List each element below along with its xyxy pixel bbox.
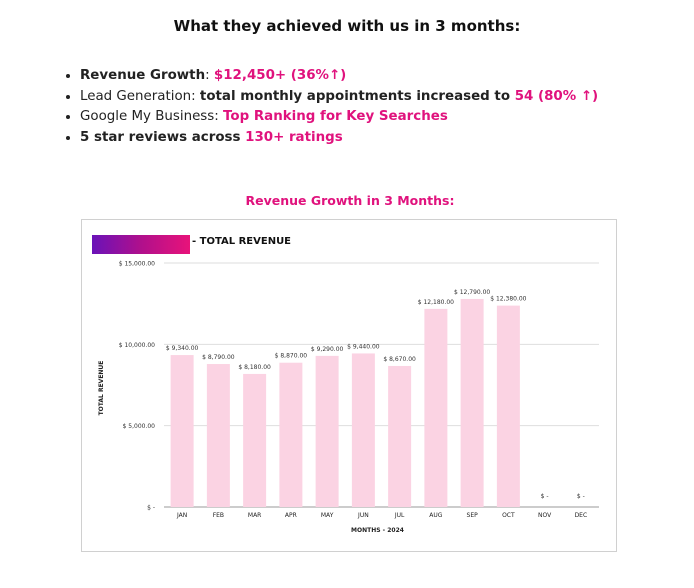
highlight-label: Google My Business (80, 109, 215, 124)
highlight-label: Revenue Growth (80, 68, 206, 83)
highlight-value: Top Ranking for Key Searches (223, 109, 448, 124)
y-axis-title: TOTAL REVENUE (98, 361, 105, 416)
highlight-revenue-growth: Revenue Growth: $12,450+ (36%↑) (80, 66, 598, 87)
data-label: $ 8,180.00 (238, 364, 271, 371)
x-axis-title: MONTHS - 2024 (351, 527, 404, 534)
data-label: $ 12,790.00 (454, 289, 490, 296)
bar (315, 355, 339, 507)
chart-frame (81, 219, 617, 552)
highlight-value: $12,450+ (36%↑) (213, 68, 347, 83)
bar (279, 362, 303, 507)
highlights-list: Revenue Growth: $12,450+ (36%↑) Lead Gen… (62, 66, 598, 148)
bar (243, 373, 267, 507)
x-tick-label: JAN (176, 512, 187, 519)
x-tick-label: JUN (357, 512, 369, 519)
data-label: $ 12,180.00 (418, 299, 454, 306)
bar (351, 353, 375, 507)
y-tick-label: $ 5,000.00 (123, 423, 156, 430)
x-tick-label: APR (285, 512, 297, 519)
data-label: $ 9,340.00 (166, 345, 199, 352)
x-tick-label: SEP (467, 512, 479, 519)
highlight-value: 130+ ratings (245, 129, 343, 145)
y-tick-label: $ - (147, 505, 155, 512)
bar (170, 355, 194, 507)
highlight-text: total monthly appointments increased to (199, 88, 515, 104)
x-tick-label: FEB (213, 512, 224, 519)
chart-title: Revenue Growth in 3 Months: (245, 193, 455, 208)
y-tick-label: $ 15,000.00 (119, 261, 155, 268)
data-label: $ - (577, 493, 585, 500)
legend-swatch (92, 235, 190, 254)
x-tick-label: MAY (321, 512, 334, 519)
x-tick-label: OCT (502, 512, 515, 519)
x-tick-label: DEC (575, 512, 588, 519)
bar (424, 308, 448, 507)
data-label: $ 9,290.00 (311, 346, 344, 353)
highlight-reviews: 5 star reviews across 130+ ratings (80, 128, 598, 149)
data-label: $ - (541, 493, 549, 500)
highlight-lead-generation: Lead Generation: total monthly appointme… (80, 87, 598, 108)
data-label: $ 8,670.00 (383, 356, 416, 363)
data-label: $ 9,440.00 (347, 343, 380, 350)
highlight-separator: : (205, 68, 214, 83)
highlight-google-my-business: Google My Business: Top Ranking for Key … (80, 107, 598, 128)
legend-label: - TOTAL REVENUE (192, 236, 292, 247)
bar (206, 364, 230, 507)
highlight-label: Lead Generation (80, 88, 192, 104)
y-tick-label: $ 10,000.00 (119, 342, 155, 349)
page-heading: What they achieved with us in 3 months: (173, 17, 521, 35)
data-label: $ 8,790.00 (202, 354, 235, 361)
highlight-separator: : (214, 109, 224, 124)
x-tick-label: MAR (248, 512, 261, 519)
x-tick-label: NOV (538, 512, 552, 519)
highlight-text: 5 star reviews across (80, 129, 246, 145)
highlight-separator: : (191, 88, 200, 104)
x-tick-label: JUL (394, 512, 405, 519)
x-tick-label: AUG (429, 512, 442, 519)
bar (460, 298, 484, 507)
bar (388, 365, 412, 507)
data-label: $ 12,380.00 (490, 296, 526, 303)
bar (496, 305, 520, 507)
data-label: $ 8,870.00 (275, 353, 308, 360)
highlight-value: 54 (80% ↑) (514, 88, 599, 104)
